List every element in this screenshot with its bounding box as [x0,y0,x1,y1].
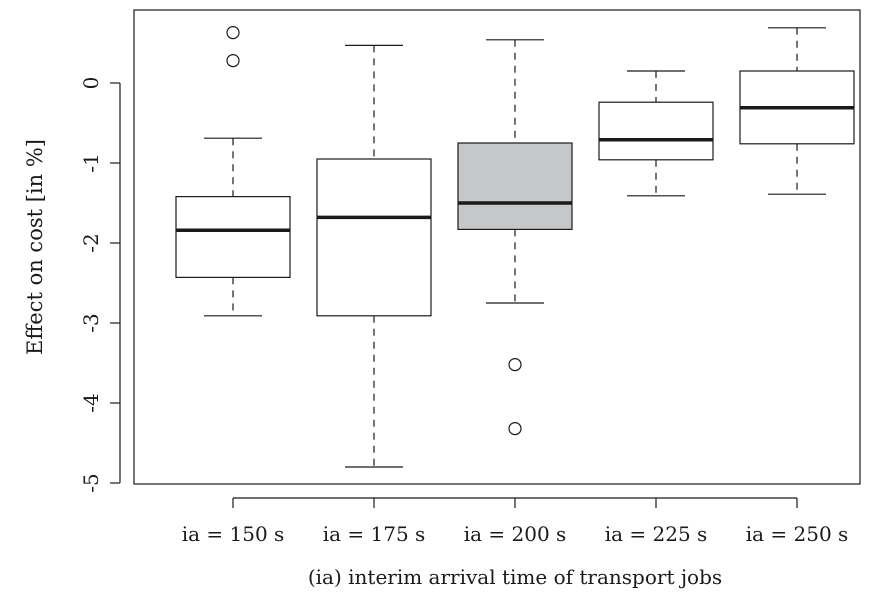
y-axis-label: Effect on cost [in %] [23,139,47,355]
box-5 [739,27,855,195]
y-tick-label: -1 [79,153,103,172]
x-tick-label: ia = 150 s [182,522,285,546]
x-tick-label: ia = 250 s [746,522,849,546]
box-4 [598,70,714,197]
x-tick-label: ia = 225 s [605,522,708,546]
box-series [175,25,855,468]
box-3 [457,39,573,436]
iqr-box [175,196,291,279]
y-tick-label: -3 [79,313,103,332]
iqr-box [316,158,432,317]
box-2 [316,44,432,468]
plot-frame [133,9,861,485]
y-tick-label: 0 [79,77,103,90]
y-tick-label: -4 [79,393,103,412]
outlier-point [508,422,522,436]
x-tick-label: ia = 200 s [464,522,567,546]
y-tick-label: -2 [79,233,103,252]
x-axis-label: (ia) interim arrival time of transport j… [308,565,722,589]
y-tick-label: -5 [79,473,103,492]
y-axis: -5 -4 -3 -2 -1 0 [79,77,121,493]
iqr-box [457,142,573,231]
box-1 [175,25,291,317]
iqr-box [598,101,714,161]
x-axis: ia = 150 s ia = 175 s ia = 200 s ia = 225 s… [182,497,849,546]
outlier-point [508,358,522,372]
outlier-point [226,25,240,40]
outlier-point [226,53,240,68]
x-tick-label: ia = 175 s [323,522,426,546]
